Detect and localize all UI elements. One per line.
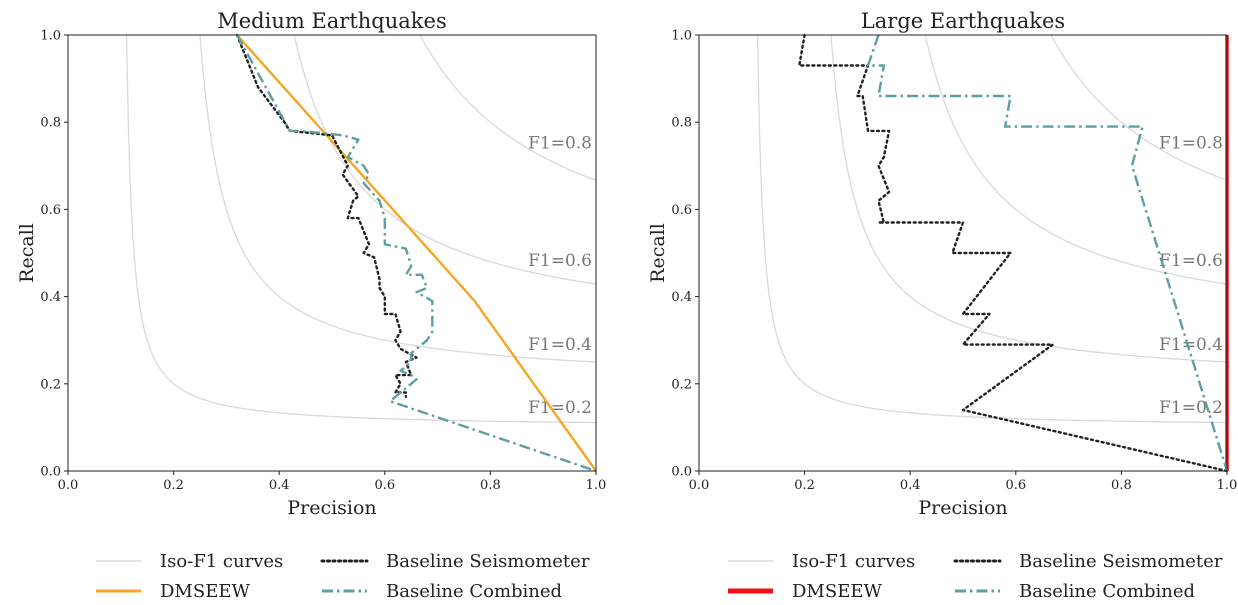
y-tick-label: 0.6 (40, 203, 61, 218)
x-tick-label: 1.0 (1217, 478, 1238, 493)
y-tick-label: 0.2 (671, 377, 692, 392)
series-dmseew (236, 34, 597, 472)
iso-f1-curve-0-8 (1050, 34, 1228, 181)
iso-f1-label: F1=0.8 (1159, 133, 1223, 153)
iso-f1-label: F1=0.2 (1159, 398, 1223, 418)
x-axis-ticks: 0.0 0.2 0.4 0.6 0.8 1.0 (58, 471, 607, 493)
iso-f1-curve-0-4 (199, 35, 597, 363)
iso-f1-curve-0-2 (126, 35, 597, 424)
series-baseline-seismometer (235, 33, 418, 399)
y-tick-label: 0.8 (40, 116, 61, 131)
x-axis-label: Precision (287, 497, 376, 519)
x-axis-label: Precision (918, 497, 1007, 519)
x-tick-label: 0.8 (480, 478, 501, 493)
iso-f1-curves (757, 34, 1228, 424)
y-tick-label: 0.0 (40, 465, 61, 480)
iso-f1-label: F1=0.6 (1159, 251, 1223, 271)
y-axis-label: Recall (16, 223, 38, 283)
iso-f1-curve-0-8 (419, 34, 597, 181)
iso-f1-curve-0-6 (293, 34, 597, 285)
iso-f1-label: F1=0.6 (528, 251, 592, 271)
series-baseline-combined (866, 34, 1229, 472)
x-tick-label: 0.8 (1111, 478, 1132, 493)
legend-label-baseline-combined: Baseline Combined (1019, 581, 1195, 602)
series-baseline-seismometer (798, 33, 1229, 473)
legend-medium: Iso-F1 curves Baseline Seismometer DMSEEW B… (96, 551, 590, 602)
x-tick-label: 0.0 (689, 478, 710, 493)
iso-f1-curve-0-4 (830, 35, 1228, 363)
iso-f1-label: F1=0.8 (528, 133, 592, 153)
x-tick-label: 1.0 (586, 478, 607, 493)
y-tick-label: 0.2 (40, 377, 61, 392)
y-axis-ticks: 0.0 0.2 0.4 0.6 0.8 1.0 (671, 29, 699, 480)
x-tick-label: 0.6 (374, 478, 395, 493)
y-tick-label: 0.4 (40, 290, 61, 305)
large-earthquakes-chart: Large Earthquakes F1=0.2F1=0.4F1=0.6F1=0… (647, 9, 1237, 519)
chart-title: Large Earthquakes (861, 9, 1065, 33)
y-tick-label: 0.6 (671, 203, 692, 218)
legend-label-baseline-combined: Baseline Combined (386, 581, 562, 602)
plot-frame (698, 34, 1228, 472)
y-axis-label: Recall (647, 223, 669, 283)
iso-f1-labels: F1=0.2 F1=0.4 F1=0.6 F1=0.8 (1159, 133, 1223, 418)
x-axis-ticks: 0.0 0.2 0.4 0.6 0.8 1.0 (689, 471, 1238, 493)
x-tick-label: 0.6 (1005, 478, 1026, 493)
iso-f1-label: F1=0.4 (1159, 335, 1223, 355)
y-tick-label: 0.8 (671, 116, 692, 131)
x-tick-label: 0.0 (58, 478, 79, 493)
legend-label-dmseew: DMSEEW (792, 581, 882, 602)
y-tick-label: 0.4 (671, 290, 692, 305)
legend-large: Iso-F1 curves Baseline Seismometer DMSEEW B… (728, 551, 1223, 602)
y-tick-label: 0.0 (671, 465, 692, 480)
iso-f1-label: F1=0.2 (528, 398, 592, 418)
x-tick-label: 0.4 (269, 478, 290, 493)
legend-label-dmseew: DMSEEW (160, 581, 250, 602)
y-axis-ticks: 0.0 0.2 0.4 0.6 0.8 1.0 (40, 29, 68, 480)
chart-title: Medium Earthquakes (217, 9, 446, 33)
series-baseline-combined (235, 34, 597, 473)
y-tick-label: 1.0 (671, 29, 692, 44)
iso-f1-labels: F1=0.2 F1=0.4 F1=0.6 F1=0.8 (528, 133, 592, 418)
legend-label-baseline-seismometer: Baseline Seismometer (386, 551, 590, 572)
x-tick-label: 0.2 (163, 478, 184, 493)
plot-frame (67, 34, 597, 472)
legend-label-baseline-seismometer: Baseline Seismometer (1019, 551, 1223, 572)
legend-label-iso-f1-curves: Iso-F1 curves (792, 551, 915, 572)
iso-f1-label: F1=0.4 (528, 335, 592, 355)
legend-label-iso-f1-curves: Iso-F1 curves (160, 551, 283, 572)
x-tick-label: 0.4 (900, 478, 921, 493)
series-lines (235, 33, 597, 473)
medium-earthquakes-chart: Medium Earthquakes F1=0.2F1=0.4F1=0.6F1=… (16, 9, 606, 519)
iso-f1-curves (126, 34, 597, 424)
y-tick-label: 1.0 (40, 29, 61, 44)
iso-f1-curve-0-2 (757, 35, 1228, 424)
iso-f1-curve-0-6 (924, 34, 1228, 285)
x-tick-label: 0.2 (794, 478, 815, 493)
